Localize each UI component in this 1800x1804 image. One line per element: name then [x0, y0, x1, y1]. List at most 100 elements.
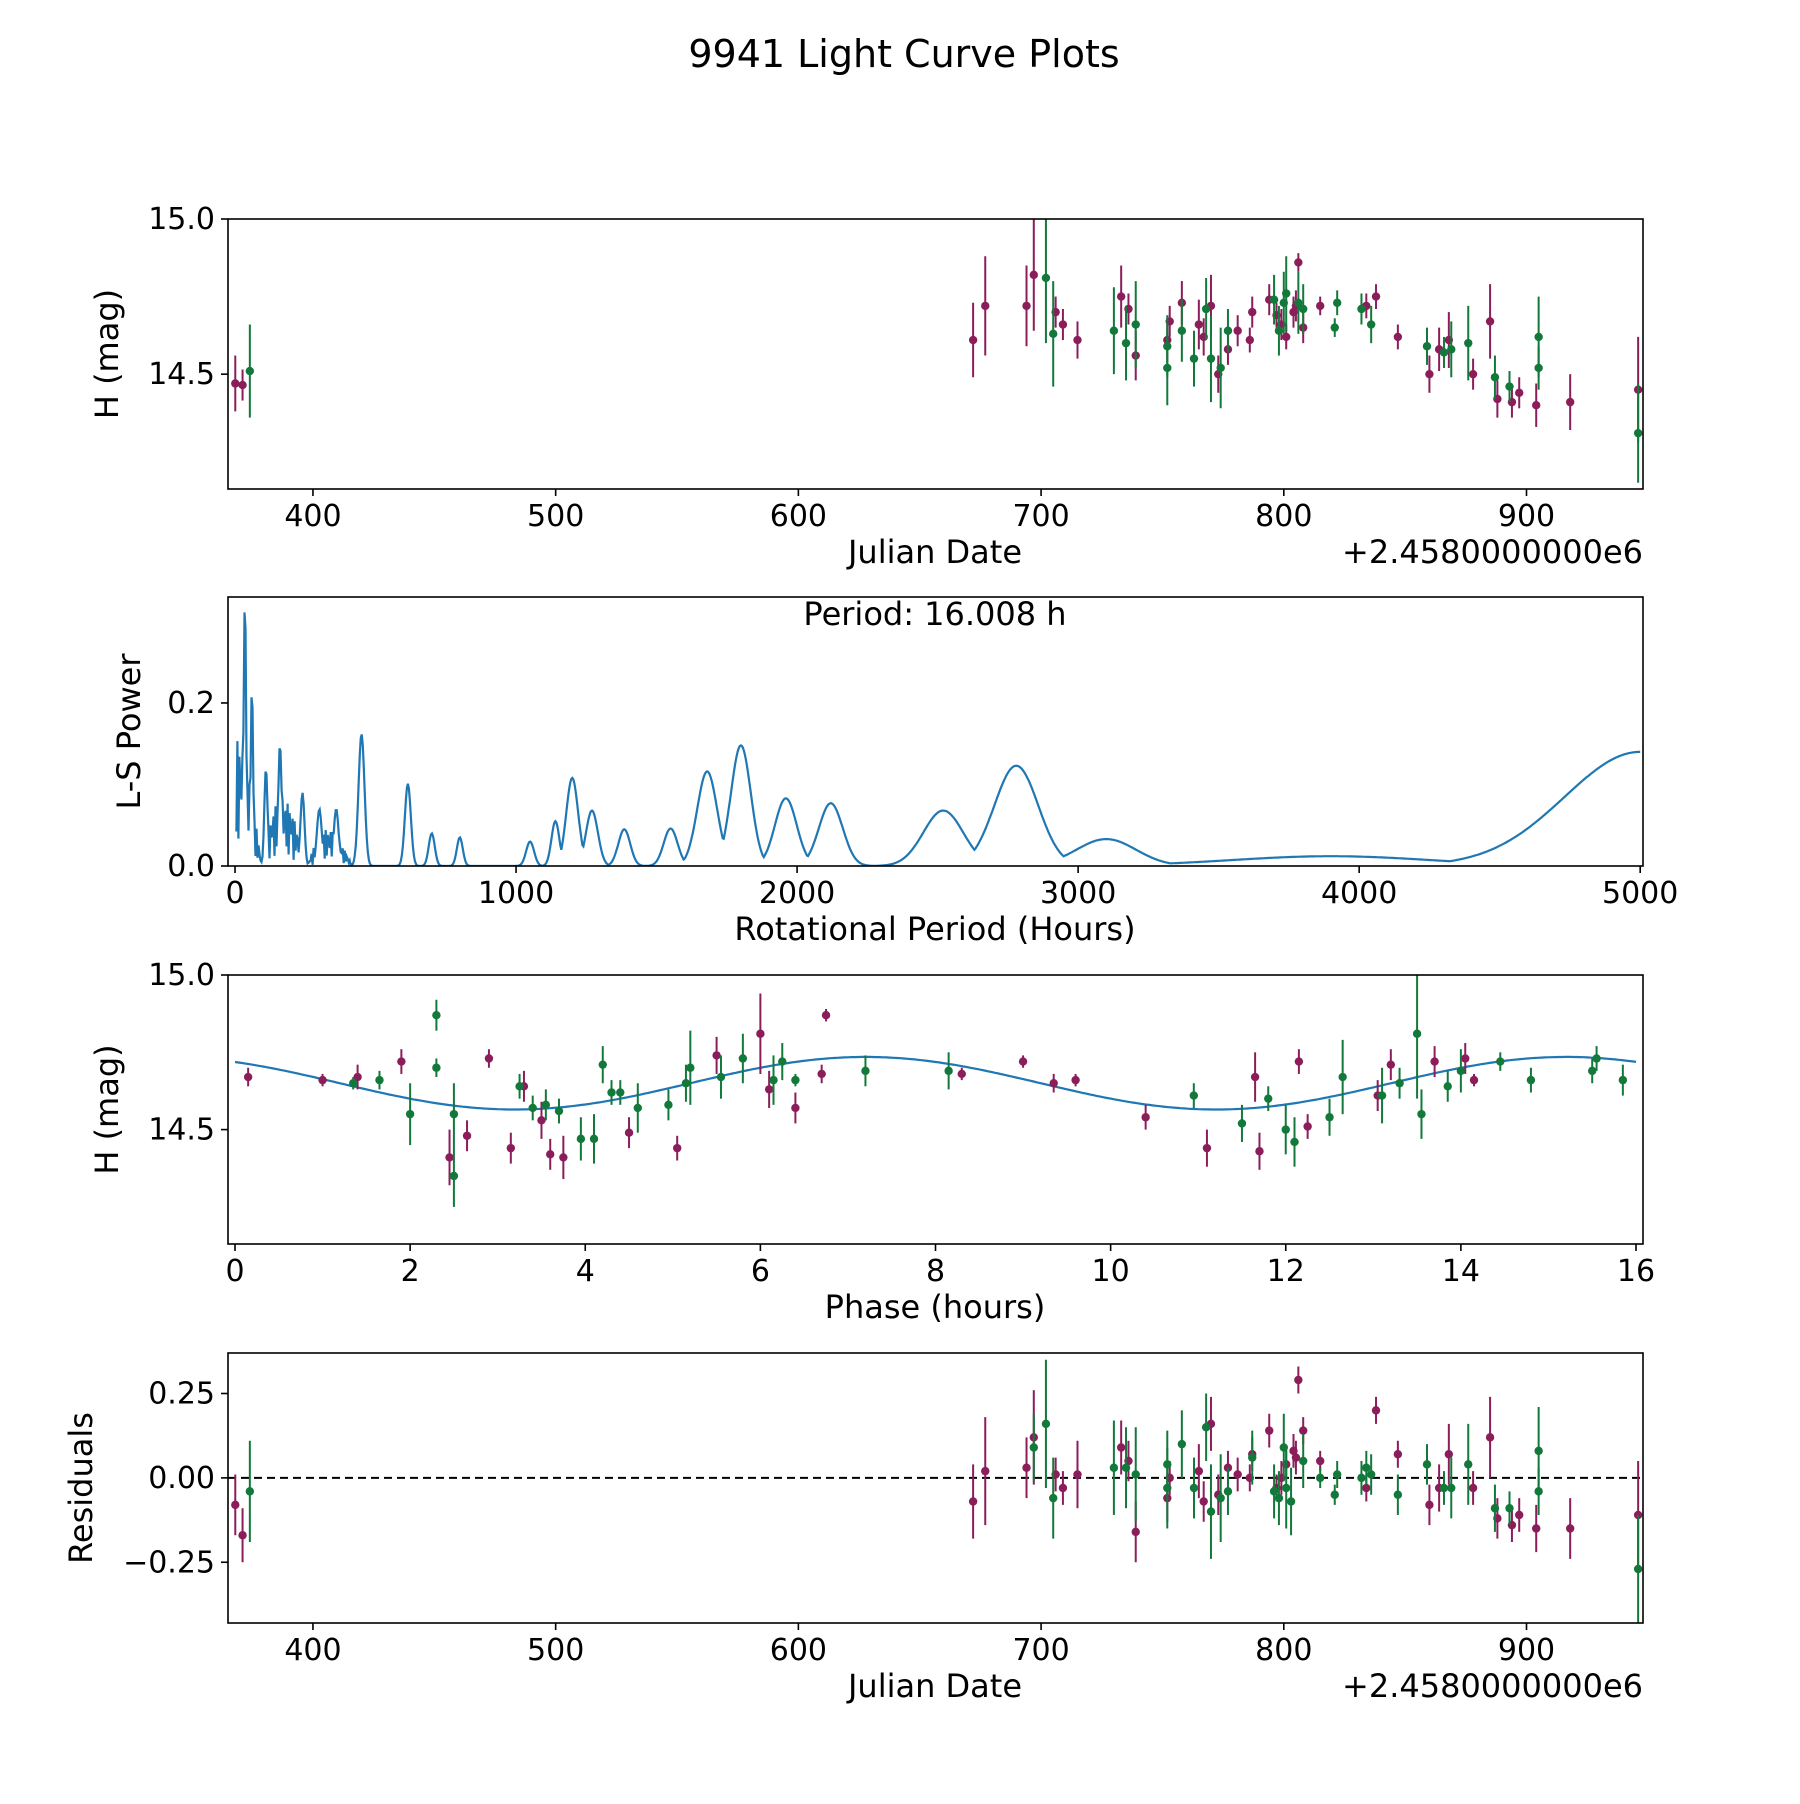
- data-point-filter-b: [1325, 1098, 1334, 1136]
- marker: [981, 301, 990, 311]
- data-point-filter-b: [598, 1046, 607, 1084]
- marker: [1532, 1524, 1541, 1533]
- data-point-filter-b: [716, 1055, 726, 1099]
- marker: [1526, 1075, 1536, 1085]
- data-point-filter-b: [245, 324, 255, 418]
- data-point-filter-a: [1485, 284, 1495, 359]
- y-axis-label: H (mag): [88, 1044, 126, 1174]
- data-point-filter-b: [449, 1145, 459, 1207]
- y-tick-label: 0.0: [167, 849, 215, 884]
- marker: [1248, 307, 1257, 317]
- data-point-filter-a: [1565, 1498, 1575, 1559]
- marker: [589, 1134, 599, 1144]
- data-point-filter-b: [1332, 290, 1342, 316]
- marker: [1206, 354, 1216, 363]
- marker: [484, 1054, 494, 1063]
- marker: [1325, 1113, 1334, 1122]
- data-point-filter-a: [1233, 1457, 1242, 1492]
- data-point-filter-b: [1505, 371, 1514, 403]
- marker: [598, 1060, 607, 1069]
- data-point-filter-b: [1281, 1104, 1290, 1155]
- marker: [1194, 1466, 1204, 1476]
- marker: [821, 1010, 831, 1020]
- data-point-filter-a: [981, 256, 990, 356]
- marker: [1216, 1493, 1225, 1503]
- data-point-filter-b: [1439, 336, 1449, 368]
- data-point-filter-b: [1618, 1064, 1628, 1096]
- marker: [1029, 270, 1038, 280]
- data-point-filter-a: [1294, 1049, 1304, 1074]
- marker: [1018, 1057, 1028, 1066]
- data-point-filter-b: [432, 999, 441, 1031]
- data-point-filter-b: [1464, 1423, 1473, 1505]
- marker: [1362, 1463, 1371, 1472]
- marker: [968, 1497, 978, 1506]
- data-point-filter-b: [1299, 284, 1308, 334]
- data-point-filter-a: [1022, 265, 1031, 347]
- data-point-filter-b: [1049, 1457, 1058, 1539]
- data-point-filter-a: [1199, 1481, 1208, 1522]
- x-offset-label: +2.4580000000e6: [1342, 1667, 1643, 1705]
- x-tick-label: 600: [770, 1633, 827, 1668]
- x-tick-label: 900: [1498, 1633, 1555, 1668]
- data-point-filter-b: [1588, 1058, 1597, 1084]
- data-point-filter-b: [1041, 219, 1051, 344]
- x-tick-label: 600: [770, 499, 827, 534]
- marker: [231, 379, 240, 388]
- y-axis-label: H (mag): [88, 289, 126, 419]
- marker: [432, 1010, 441, 1020]
- data-point-filter-b: [1362, 1450, 1371, 1485]
- marker: [1362, 1483, 1371, 1493]
- marker: [1439, 348, 1449, 357]
- data-point-filter-b: [1357, 1461, 1366, 1495]
- marker: [1022, 1463, 1031, 1472]
- marker: [1248, 1453, 1257, 1462]
- marker: [1290, 1137, 1299, 1147]
- data-point-filter-b: [1395, 1067, 1404, 1099]
- data-point-filter-b: [1526, 1067, 1536, 1093]
- marker: [1496, 1057, 1505, 1066]
- data-point-filter-b: [515, 1073, 524, 1099]
- data-point-filter-a: [1058, 309, 1068, 341]
- data-point-filter-a: [1018, 1055, 1028, 1068]
- data-point-filter-b: [576, 1117, 586, 1161]
- x-tick-label: 3000: [1040, 876, 1116, 911]
- marker: [1121, 1463, 1131, 1472]
- data-point-filter-b: [1332, 1461, 1342, 1488]
- data-point-filter-b: [1216, 1454, 1225, 1542]
- data-point-filter-a: [1029, 219, 1038, 331]
- marker: [1447, 1483, 1456, 1493]
- data-point-filter-b: [1109, 1420, 1119, 1515]
- data-point-filter-b: [1049, 281, 1058, 387]
- data-point-filter-a: [968, 1464, 978, 1539]
- marker: [1216, 363, 1225, 373]
- marker: [1041, 1419, 1051, 1429]
- marker: [1565, 397, 1575, 407]
- marker: [1332, 298, 1342, 307]
- data-point-filter-a: [231, 355, 240, 412]
- data-point-filter-a: [1255, 1132, 1264, 1170]
- marker: [1461, 1054, 1470, 1063]
- marker: [624, 1128, 634, 1137]
- data-point-filter-a: [1315, 296, 1325, 316]
- data-point-filter-a: [1386, 1049, 1396, 1081]
- panel-phased: 0 2 4 6 8 10 12 14 16 15.0 14.5 Phase (hours) H (mag…: [88, 958, 1655, 1326]
- marker: [1588, 1066, 1597, 1076]
- data-point-filter-a: [559, 1135, 568, 1180]
- y-axis-label: L-S Power: [110, 653, 148, 810]
- marker: [1177, 1439, 1187, 1449]
- data-point-filter-a: [1233, 315, 1242, 347]
- data-point-filter-a: [462, 1120, 472, 1152]
- marker: [1565, 1524, 1575, 1533]
- data-point-filter-b: [1366, 1454, 1376, 1495]
- data-point-filter-a: [1202, 1129, 1212, 1167]
- data-point-filter-b: [1417, 1089, 1426, 1139]
- data-point-filter-a: [1141, 1104, 1150, 1130]
- data-point-filter-b: [769, 1055, 778, 1105]
- marker: [1223, 326, 1233, 335]
- data-point-filter-b: [1201, 277, 1211, 341]
- x-tick-label: 4: [576, 1254, 595, 1289]
- marker: [1490, 373, 1500, 382]
- marker: [1444, 1450, 1454, 1459]
